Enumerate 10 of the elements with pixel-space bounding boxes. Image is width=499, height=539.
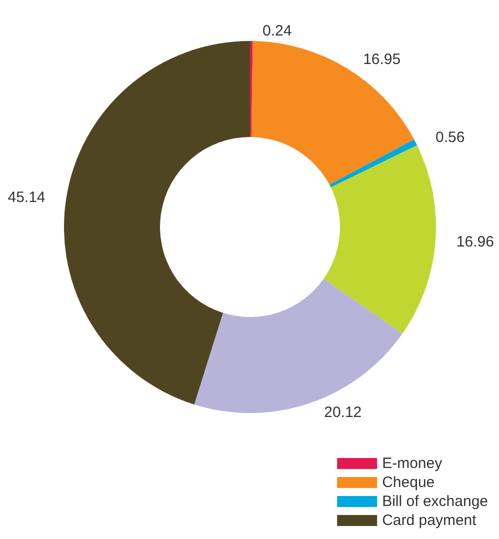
data-label: 0.24 xyxy=(262,22,292,40)
legend-label: E-money xyxy=(382,455,443,472)
data-label: 20.12 xyxy=(324,404,362,422)
legend-label: Cheque xyxy=(382,474,435,491)
legend-label: Bill of exchange xyxy=(382,493,488,510)
legend-label: Card payment xyxy=(382,512,478,529)
data-label: 45.14 xyxy=(8,188,46,206)
data-label: 16.95 xyxy=(363,51,401,68)
data-label: 16.96 xyxy=(456,234,494,251)
data-label: 0.56 xyxy=(436,129,465,146)
